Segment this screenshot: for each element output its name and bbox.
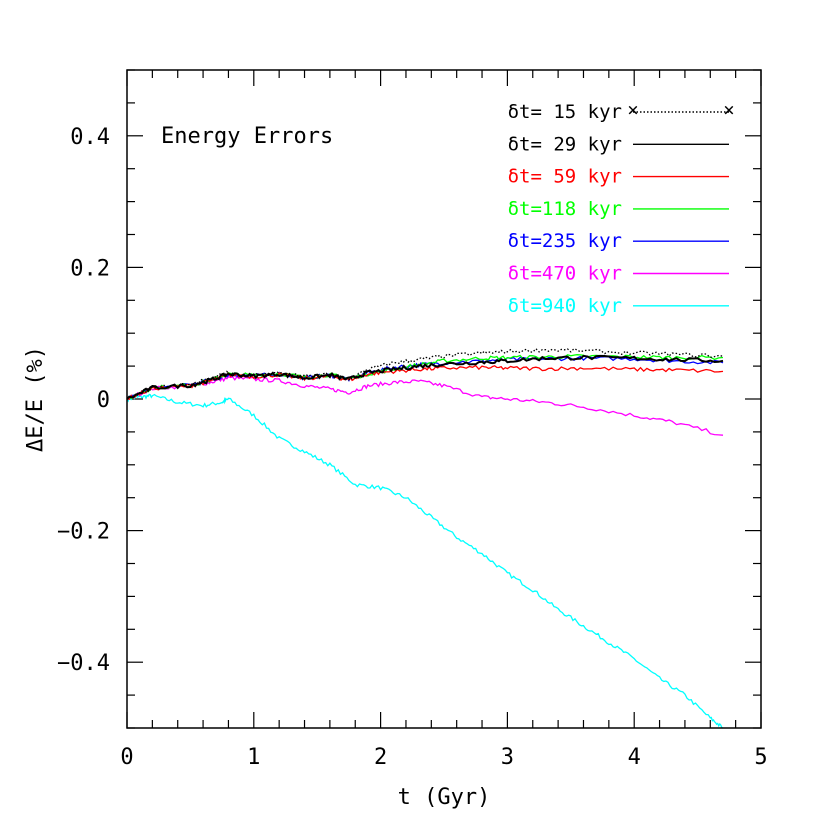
plot-frame [126, 69, 762, 729]
y-tick-label: −0.4 [57, 651, 110, 676]
x-tick-label: 2 [374, 745, 387, 770]
legend-label: δt=118 kyr [508, 198, 622, 220]
series-line [126, 375, 724, 436]
y-axis-label: ΔE/E (%) [23, 346, 48, 452]
legend-marker: × [627, 99, 638, 121]
chart-annotation: Energy Errors [161, 124, 333, 149]
legend-label: δt=470 kyr [508, 263, 622, 285]
legend-label: δt= 59 kyr [508, 166, 622, 188]
x-tick-label: 5 [754, 745, 767, 770]
series-line [126, 354, 724, 400]
legend-label: δt=235 kyr [508, 230, 622, 252]
x-tick-label: 1 [247, 745, 260, 770]
y-tick-label: 0 [97, 388, 110, 413]
x-tick-label: 3 [501, 745, 514, 770]
series-line [126, 364, 724, 401]
y-tick-label: 0.4 [70, 125, 110, 150]
series-line [126, 347, 724, 400]
legend-label: δt=940 kyr [508, 295, 622, 317]
legend-label: δt= 15 kyr [508, 101, 622, 123]
x-tick-labels: 0 1 2 3 4 5 [120, 745, 767, 770]
series-layer [126, 347, 724, 729]
series-line [126, 393, 724, 729]
x-tick-label: 4 [628, 745, 641, 770]
y-tick-labels: 0.4 0.2 0 −0.2 −0.4 [57, 125, 110, 676]
legend-marker: × [723, 99, 734, 121]
legend-label: δt= 29 kyr [508, 133, 622, 155]
tick-layer [126, 69, 762, 729]
y-tick-label: −0.2 [57, 520, 110, 545]
x-tick-label: 0 [120, 745, 133, 770]
series-line [126, 354, 724, 400]
y-tick-label: 0.2 [70, 256, 110, 281]
x-axis-label: t (Gyr) [398, 785, 491, 810]
